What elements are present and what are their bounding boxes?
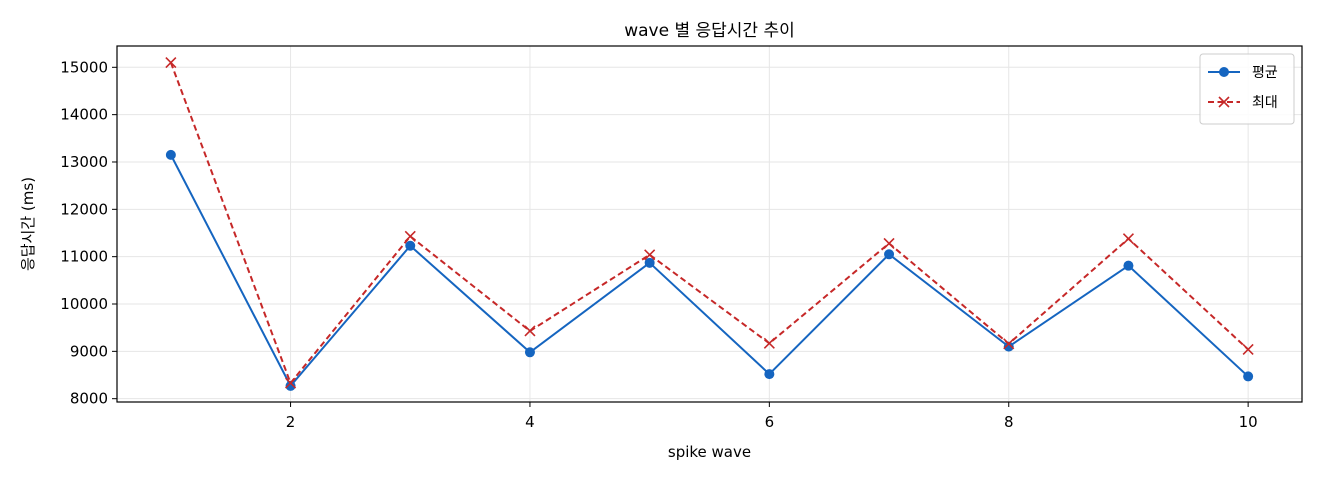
x-tick-label: 2	[286, 413, 296, 431]
series-average	[165, 149, 1254, 391]
data-point	[1123, 260, 1134, 271]
x-axis-label: spike wave	[668, 443, 751, 461]
data-point	[1003, 338, 1015, 350]
legend-label: 최대	[1252, 95, 1278, 111]
data-point	[883, 237, 895, 249]
series-line	[169, 154, 1249, 387]
legend-item: 평균	[1208, 65, 1278, 81]
x-tick-label: 4	[525, 413, 535, 431]
series-layer	[165, 57, 1254, 391]
legend-marker	[1218, 96, 1230, 108]
y-axis-ticks: 8000 9000 10000 11000 12000 13000 14000 15000	[60, 58, 117, 408]
data-point	[1122, 233, 1135, 245]
y-tick-label: 13000	[60, 153, 108, 171]
series-max	[165, 57, 1254, 389]
data-point	[1242, 343, 1254, 356]
data-point	[405, 240, 416, 251]
x-tick-label: 8	[1004, 413, 1014, 431]
y-tick-label: 10000	[60, 295, 108, 313]
x-tick-label: 10	[1239, 413, 1258, 431]
data-point	[285, 380, 296, 391]
x-axis-ticks: 2 4 6 8 10	[286, 402, 1258, 431]
x-tick-label: 6	[765, 413, 775, 431]
data-point	[644, 257, 655, 268]
y-tick-label: 12000	[60, 200, 108, 218]
data-point	[1003, 341, 1014, 352]
y-tick-label: 14000	[60, 106, 108, 124]
data-point	[764, 369, 775, 380]
data-point	[763, 337, 775, 349]
plot-frame	[116, 45, 1303, 403]
y-axis-label: 응답시간 (ms)	[19, 177, 37, 271]
data-point	[404, 230, 416, 242]
data-point	[524, 325, 536, 337]
legend-marker	[1219, 67, 1229, 77]
data-point	[884, 249, 895, 260]
y-tick-label: 11000	[60, 248, 108, 266]
legend-item: 최대	[1208, 95, 1278, 111]
y-tick-label: 15000	[60, 58, 108, 76]
data-point	[644, 249, 656, 261]
legend-label: 평균	[1252, 65, 1278, 81]
legend-box	[1199, 53, 1295, 125]
data-point	[1243, 371, 1254, 382]
data-point	[165, 149, 176, 160]
data-point	[284, 377, 297, 389]
grid	[117, 46, 1302, 402]
y-tick-label: 9000	[70, 342, 108, 360]
data-point	[165, 57, 177, 69]
data-point	[524, 347, 535, 358]
y-tick-label: 8000	[70, 390, 108, 408]
chart-title: wave 별 응답시간 추이	[624, 21, 795, 41]
